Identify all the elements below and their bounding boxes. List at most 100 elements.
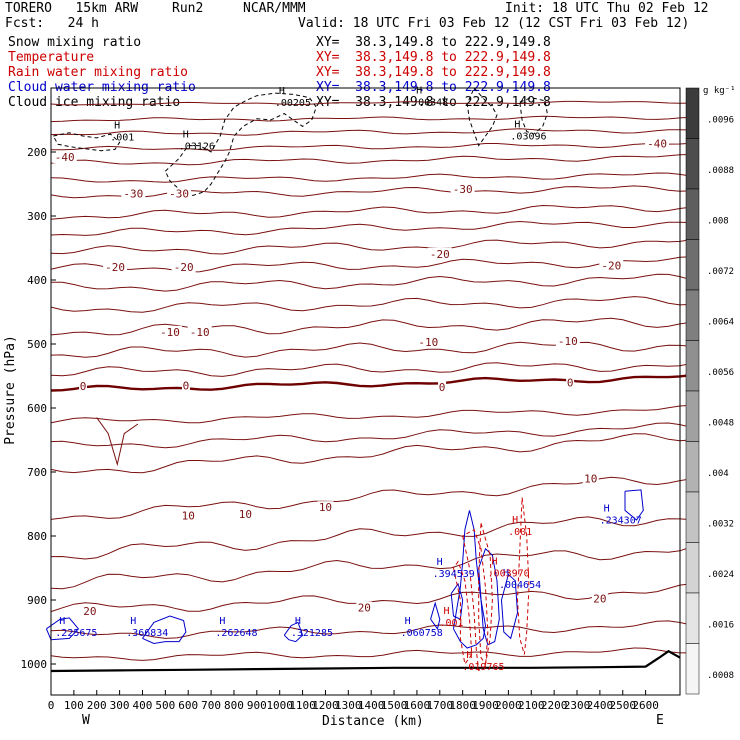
colorbar-swatch: [685, 441, 700, 493]
temperature-label: -20: [174, 261, 194, 274]
x-tick-label: 1300: [335, 699, 362, 712]
snow-high-marker: H: [514, 119, 520, 130]
cloud-water-label: .004654: [499, 580, 541, 591]
temp-label-bg-1: [121, 187, 146, 200]
snow-label: .03096: [510, 131, 546, 142]
field-name-rain: Rain water mixing ratio: [8, 65, 189, 80]
temperature-label: 20: [593, 593, 606, 606]
terrain-line: [50, 649, 681, 673]
colorbar-tick-label: .0056: [707, 368, 734, 378]
x-tick-label: 800: [224, 699, 244, 712]
colorbar-unit: g kg⁻¹: [703, 86, 736, 96]
colorbar-tick-label: .0032: [707, 520, 734, 530]
temperature-isotherm-24: [50, 647, 692, 661]
temperature-isotherm-4: [50, 154, 692, 166]
x-tick-label: 700: [201, 699, 221, 712]
cloud-water-label: .366834: [126, 628, 168, 639]
field-name-snow: Snow mixing ratio: [8, 35, 142, 50]
terrain-surface: [50, 649, 681, 673]
temp-label-bg-6: [171, 261, 196, 274]
temperature-isotherm-6: [50, 185, 692, 199]
x-tick-label: 1400: [358, 699, 385, 712]
y-tick-label: 900: [27, 594, 47, 607]
field-name-cloud-ice: Cloud ice mixing ratio: [8, 95, 181, 110]
temperature-isotherm-8: [50, 220, 692, 236]
colorbar-swatch: [685, 138, 700, 190]
run-label: Run2: [172, 1, 204, 16]
temperature-label: 0: [80, 380, 87, 393]
x-tick-label: 1200: [312, 699, 339, 712]
cloud-water-label: .225675: [55, 628, 97, 639]
y-axis-label: Pressure (hPa): [3, 335, 18, 445]
temp-label-bg-5: [103, 261, 128, 274]
cloud-water-contour-8: [450, 582, 464, 620]
temperature-label: -30: [169, 188, 189, 201]
temp-label-bg-23: [591, 592, 608, 605]
temperature-label: 0: [183, 380, 190, 393]
snow-contour-3: [519, 97, 548, 135]
snow-label: .00348: [412, 97, 448, 108]
temp-label-bg-15: [438, 380, 447, 393]
temperature-label: 0: [439, 381, 446, 394]
y-tick-label: 600: [27, 402, 47, 415]
temp-label-bg-22: [356, 601, 373, 614]
temperature-isotherm-14: [50, 341, 692, 358]
rain-label: .001: [508, 527, 532, 538]
x-axis-label: Distance (km): [322, 714, 424, 729]
colorbar-tick-label: .0088: [707, 166, 734, 176]
cloud-water-contour-1: [142, 615, 187, 645]
temperature-isotherm-13: [50, 317, 692, 336]
temp-label-bg-9: [157, 325, 182, 338]
x-tick-label: 2500: [610, 699, 637, 712]
snow-high-marker: H: [279, 86, 285, 97]
x-tick-label: 1800: [449, 699, 476, 712]
temperature-isotherm-15: [50, 362, 692, 377]
temp-label-bg-12: [555, 334, 580, 347]
temperature-dip-contour: [96, 417, 139, 467]
rain-label: .003970: [488, 568, 530, 579]
x-tick-label: 0: [48, 699, 55, 712]
cloud-water-label: .234307: [600, 515, 642, 526]
x-tick-label: 300: [110, 699, 130, 712]
rain-high-marker: H: [444, 606, 450, 617]
colorbar-tick-label: .0008: [707, 671, 734, 681]
temp-label-bg-7: [427, 247, 452, 260]
x-end-west: W: [82, 713, 90, 728]
temp-label-bg-3: [450, 183, 475, 196]
colorbar-swatch: [685, 643, 700, 695]
colorbar-tick-label: .0096: [707, 116, 734, 126]
temp-label-bg-17: [180, 509, 197, 522]
colorbar-tick-label: .0024: [707, 570, 734, 580]
temperature-label: -10: [160, 326, 180, 339]
colorbar-tick-label: .004: [707, 469, 729, 479]
temperature-isotherm-3: [50, 142, 692, 151]
temp-label-bg-20: [582, 472, 599, 485]
cloud-water-contour-7: [624, 489, 644, 521]
temp-label-bg-11: [416, 336, 441, 349]
axes: 0 100 200 300 400 500 600 700 800 900 100011001200…: [21, 146, 659, 712]
colorbar-swatch: [685, 289, 700, 341]
x-tick-label: 2600: [632, 699, 659, 712]
temperature-contours: [50, 100, 692, 661]
temp-label-bg-10: [187, 325, 212, 338]
colorbar-tick-label: .0064: [707, 318, 734, 328]
x-tick-label: 2400: [587, 699, 614, 712]
x-tick-label: 900: [247, 699, 267, 712]
temp-label-bg-0: [52, 151, 77, 164]
snow-label: .001: [110, 133, 134, 144]
temperature-label: 10: [584, 472, 597, 485]
colorbar-swatch: [685, 340, 700, 392]
colorbar: .0096 .0088 .008 .0072 .0064 .0056 .0048 .004 .0…: [685, 87, 734, 695]
rain-high-marker: H: [466, 650, 472, 661]
rain-label: .001: [440, 618, 464, 629]
colorbar-swatch: [685, 491, 700, 543]
temperature-isotherm-7: [50, 204, 692, 220]
snow-contour-0: [164, 92, 317, 197]
y-tick-label: 800: [27, 530, 47, 543]
temperature-label: -20: [105, 261, 125, 274]
field-xy-snow: XY= 38.3,149.8 to 222.9,149.8: [316, 35, 551, 50]
colorbar-swatch: [685, 87, 700, 139]
temperature-label: -10: [190, 326, 210, 339]
x-tick-label: 1600: [404, 699, 431, 712]
forecast-hour: Fcst: 24 h: [5, 16, 99, 31]
